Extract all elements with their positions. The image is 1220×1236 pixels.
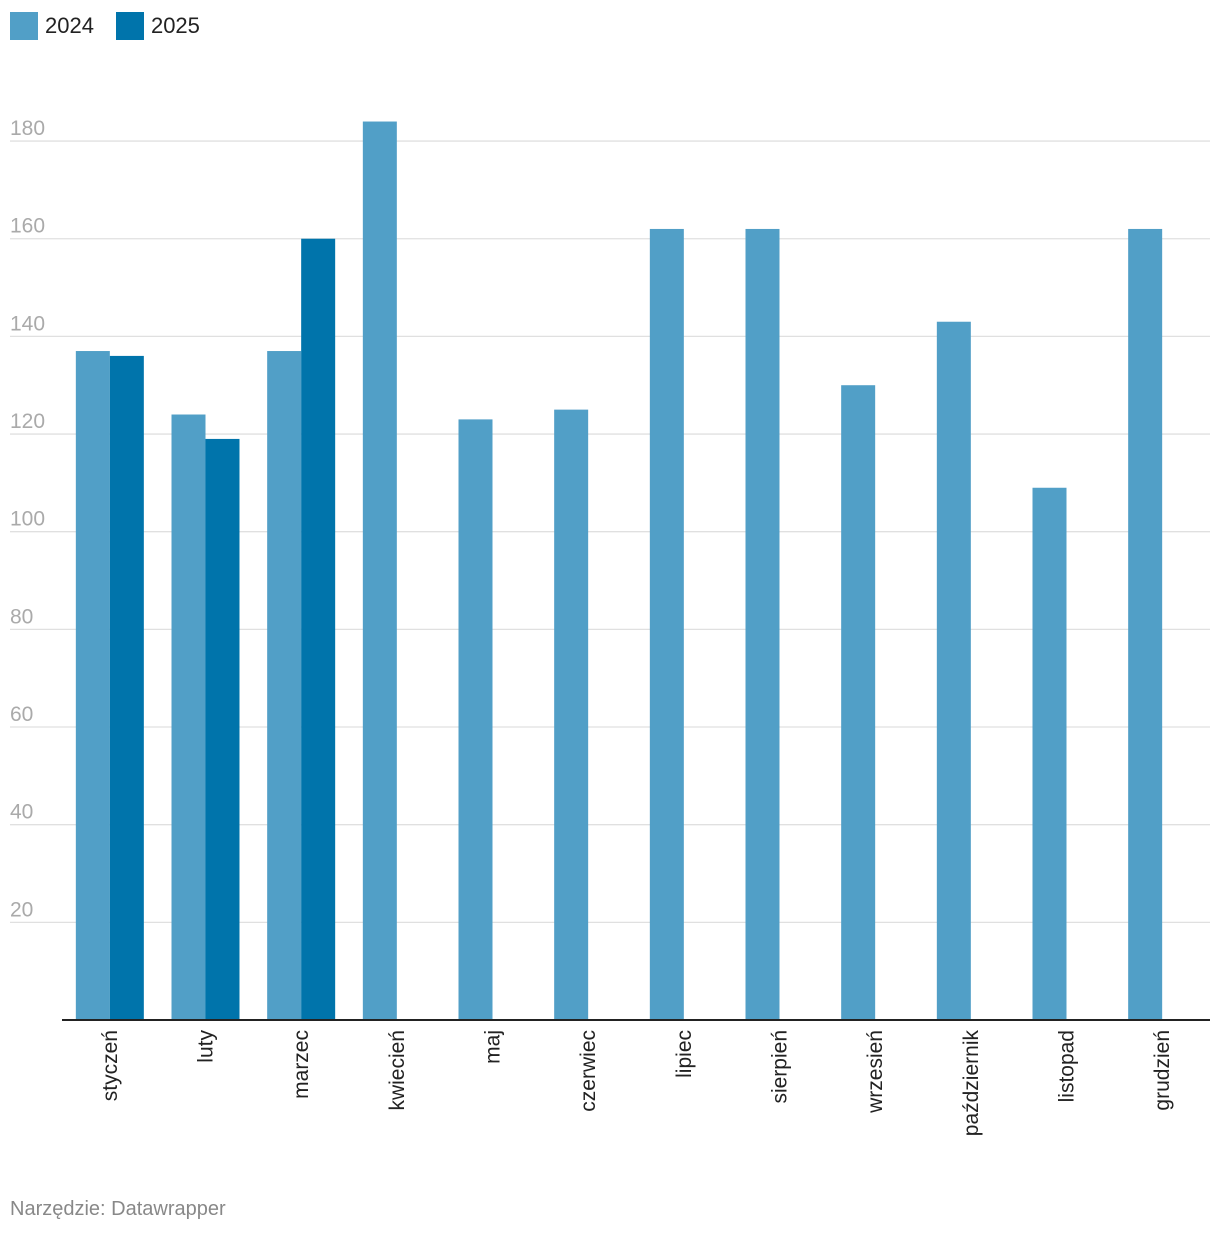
x-tick-label-2: marzec	[290, 1030, 313, 1099]
x-tick-label-7: sierpień	[769, 1030, 792, 1104]
legend-item-2024: 2024	[10, 12, 94, 40]
x-tick-label-10: listopad	[1056, 1030, 1079, 1102]
legend-swatch-2024	[10, 12, 38, 40]
bar-2024-11	[1128, 228, 1163, 1021]
y-tick-label-140: 140	[10, 312, 45, 335]
bar-2025-0	[109, 355, 144, 1020]
legend-label-2024: 2024	[45, 13, 94, 38]
bar-2024-0	[75, 351, 110, 1020]
bar-2024-3	[362, 121, 397, 1020]
bar-2025-2	[301, 238, 336, 1021]
y-tick-label-20: 20	[10, 898, 33, 921]
y-tick-label-120: 120	[10, 410, 45, 433]
x-tick-label-4: maj	[482, 1030, 505, 1064]
y-tick-label-60: 60	[10, 703, 33, 726]
legend-swatch-2025	[115, 12, 144, 40]
bar-2024-8	[841, 385, 876, 1021]
x-tick-label-11: grudzień	[1151, 1030, 1174, 1111]
y-tick-label-40: 40	[10, 801, 33, 824]
y-tick-label-180: 180	[10, 117, 45, 140]
x-tick-label-6: lipiec	[673, 1030, 696, 1078]
y-axis-ticks: 20 40 60 80 100 120 140 160 180	[10, 117, 45, 921]
source-note: Narzędzie: Datawrapper	[10, 1198, 226, 1220]
bar-2024-6	[649, 228, 684, 1021]
x-tick-label-1: luty	[195, 1030, 218, 1063]
bar-2024-1	[171, 414, 206, 1020]
x-tick-label-3: kwiecień	[386, 1030, 409, 1111]
y-tick-label-80: 80	[10, 605, 33, 628]
x-tick-label-5: czerwiec	[577, 1030, 600, 1112]
bar-2024-9	[936, 321, 971, 1021]
legend-item-2025: 2025	[115, 12, 200, 40]
x-axis-labels: styczeń luty marzec kwiecień maj czerwiec lipi…	[99, 1030, 1174, 1137]
y-tick-label-100: 100	[10, 508, 45, 531]
bars	[75, 121, 1163, 1021]
y-tick-label-160: 160	[10, 215, 45, 238]
bar-2024-7	[745, 228, 780, 1021]
x-tick-label-8: wrzesień	[864, 1030, 887, 1114]
bar-2025-1	[205, 438, 240, 1021]
bar-2024-5	[554, 409, 589, 1020]
x-tick-label-0: styczeń	[99, 1030, 122, 1101]
bar-2024-10	[1032, 487, 1067, 1020]
bar-2024-2	[267, 351, 302, 1020]
legend: 2024 2025	[10, 12, 200, 40]
legend-label-2025: 2025	[150, 13, 200, 38]
bar-2024-4	[458, 419, 493, 1020]
x-tick-label-9: październik	[960, 1030, 983, 1137]
